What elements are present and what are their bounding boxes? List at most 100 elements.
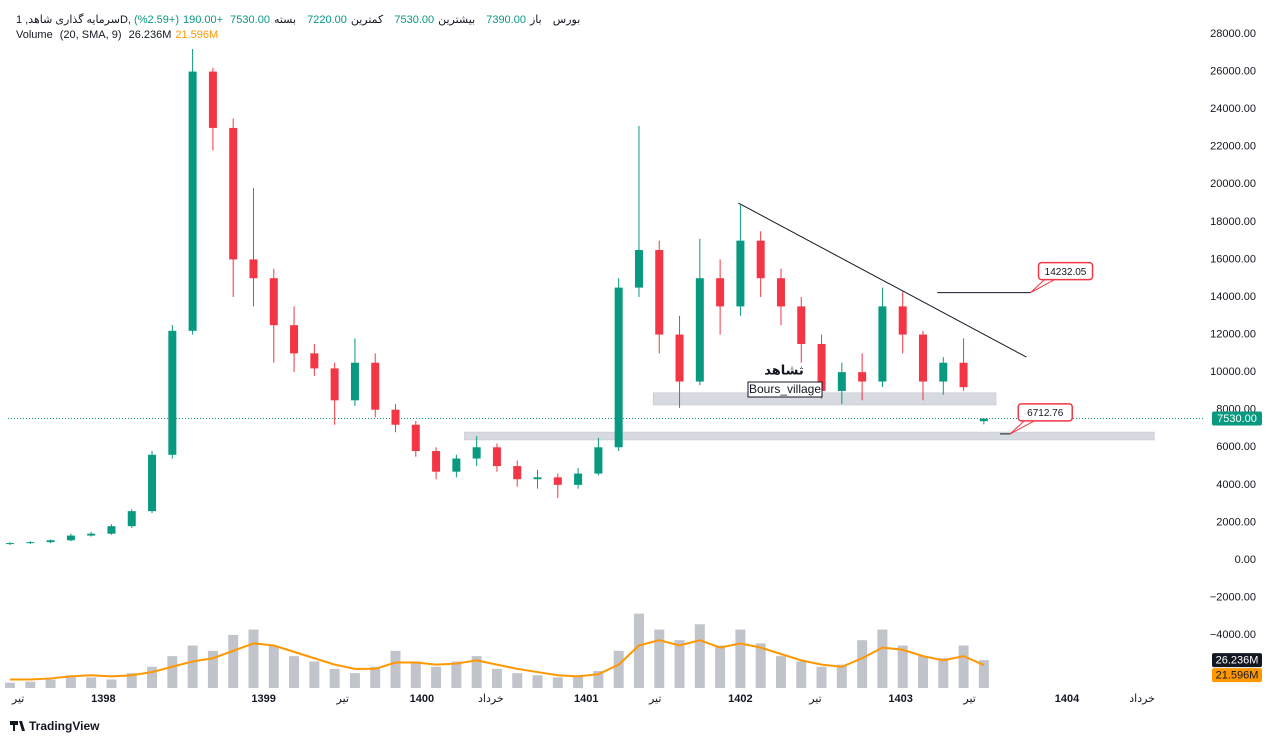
candle-body [817, 343, 826, 391]
candle-body [310, 353, 319, 369]
volume-last: 26.236M [128, 29, 172, 41]
volume-bar [715, 645, 726, 688]
candle-body [736, 240, 745, 307]
y-tick-label: −2000.00 [1210, 591, 1256, 603]
brand-logo [10, 721, 25, 731]
last-price-badge-bg [1212, 411, 1262, 426]
candle-body [229, 127, 238, 260]
candle-body [6, 543, 15, 545]
volume-badge-bg [1212, 653, 1262, 668]
candle-body [675, 334, 684, 382]
candle-body [411, 424, 420, 452]
callout-pointer [1030, 279, 1055, 294]
candle-body [452, 458, 461, 472]
candle-body [918, 334, 927, 382]
volume-bar [65, 675, 76, 688]
brand: TradingView [29, 719, 100, 733]
volume-bar [938, 658, 949, 688]
trendline [738, 202, 1027, 358]
callout-label: 6712.76 [1027, 408, 1064, 419]
x-tick-label: تیر [962, 693, 975, 705]
legend: سرمایه گذاری شاهد, 1D, بورس باز7390.00 ب… [16, 13, 584, 43]
ohlc-item: باز7390.00 [486, 14, 546, 26]
candle-body [330, 368, 339, 401]
volume-params: (20, SMA, 9) [59, 29, 122, 41]
candle-body [371, 362, 380, 410]
volume-bar [573, 675, 584, 688]
candle-body [350, 362, 359, 401]
x-tick-label: تیر [808, 693, 821, 705]
candle-body [432, 451, 441, 472]
y-tick-label: 2000.00 [1216, 516, 1256, 528]
y-tick-label: 24000.00 [1210, 103, 1256, 115]
candle-body [148, 454, 157, 512]
x-tick-label: 1400 [410, 693, 434, 705]
ohlc-label: بیشترین [438, 14, 476, 26]
candle-body [492, 447, 501, 467]
y-tick-label: 12000.00 [1210, 328, 1256, 340]
candle-body [533, 477, 542, 480]
candle-body [594, 447, 603, 474]
volume-bar [5, 682, 16, 688]
candle-body [553, 477, 562, 485]
volume-bar [755, 643, 766, 688]
plot-layer: 14232.05 6712.76 28000.00 26000.00 24000.00 2… [5, 0, 1280, 710]
y-tick-label: 22000.00 [1210, 141, 1256, 153]
volume-bar [248, 629, 259, 688]
candle-body [472, 447, 481, 459]
volume-bar [187, 645, 198, 688]
volume-bar [917, 656, 928, 688]
volume-bar [349, 673, 360, 688]
x-tick-label: خرداد [478, 693, 504, 705]
volume-bar [289, 656, 300, 688]
watermark: Bours_village [749, 382, 821, 396]
ohlc-row: سرمایه گذاری شاهد, 1D, بورس باز7390.00 ب… [16, 13, 584, 28]
symbol: سرمایه گذاری شاهد, 1D, بورس [16, 14, 581, 26]
ohlc-value: 7220.00 [307, 14, 347, 26]
y-tick-label: 26000.00 [1210, 65, 1256, 77]
candle-body [513, 466, 522, 480]
y-tick-label: 16000.00 [1210, 253, 1256, 265]
ma-badge-bg [1212, 668, 1262, 683]
ohlc-label: بسته [273, 14, 297, 26]
volume-bar [613, 650, 624, 688]
ohlc-item: بیشترین7530.00 [394, 14, 479, 26]
volume-bar [451, 661, 462, 688]
volume-bar [147, 666, 158, 688]
volume-bar [775, 656, 786, 688]
candle-body [107, 526, 116, 534]
volume-bar [126, 673, 137, 688]
candle-body [391, 409, 400, 425]
volume-ma [10, 639, 985, 681]
y-tick-label: 10000.00 [1210, 366, 1256, 378]
candle-body [26, 542, 35, 544]
candle-body [858, 372, 867, 382]
volume-bar [25, 681, 36, 688]
volume-bar [897, 645, 908, 688]
volume-bar [491, 668, 502, 688]
volume-bar [431, 666, 442, 688]
candle-body [979, 418, 988, 422]
volume-name: Volume [16, 29, 53, 41]
candle-body [574, 473, 583, 485]
ohlc-value: 7390.00 [486, 14, 526, 26]
x-tick-label: تیر [336, 693, 349, 705]
candle-body [188, 71, 197, 331]
candle-body [634, 250, 643, 288]
ohlc-value: 7530.00 [230, 14, 270, 26]
x-tick-label: 1402 [728, 693, 752, 705]
y-tick-label: 20000.00 [1210, 178, 1256, 190]
volume-bar [309, 661, 320, 688]
x-tick-label: 1398 [91, 693, 115, 705]
callout-box [1017, 403, 1073, 422]
last-price-badge: 7530.00 [1217, 413, 1257, 425]
ohlc-value: 7530.00 [394, 14, 435, 26]
volume-bar [593, 671, 604, 688]
ma-badge: 21.596M [1216, 670, 1259, 682]
volume-bar [654, 629, 665, 688]
volume-bar [958, 645, 969, 688]
volume-bar [978, 660, 989, 688]
volume-bar [532, 675, 543, 688]
ohlc-item: کمترین7220.00 [307, 14, 387, 26]
x-tick-label: تیر [11, 693, 24, 705]
